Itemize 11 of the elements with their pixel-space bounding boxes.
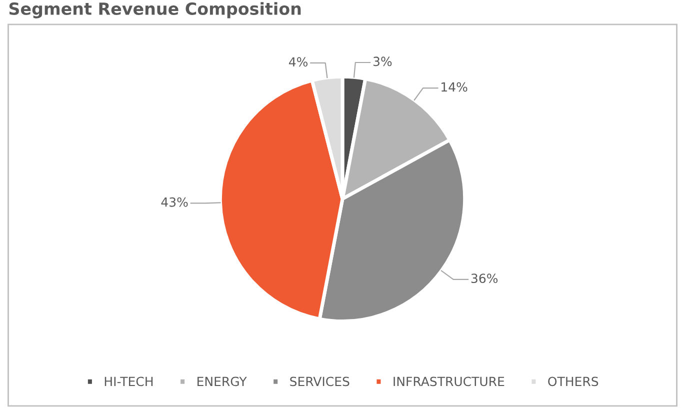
data-label: 43% [161,197,188,207]
data-label: 14% [442,82,468,92]
legend-label: ENERGY [198,376,247,386]
legend-label: OTHERS [548,376,598,386]
chart-title: Segment Revenue Composition [9,2,301,18]
data-label: 4% [288,57,308,67]
legend-label: INFRASTRUCTURE [394,376,504,386]
legend-label: HI-TECH [104,376,153,386]
legend-label: SERVICES [290,376,350,386]
data-label: 3% [373,56,392,66]
data-label: 36% [471,274,498,284]
